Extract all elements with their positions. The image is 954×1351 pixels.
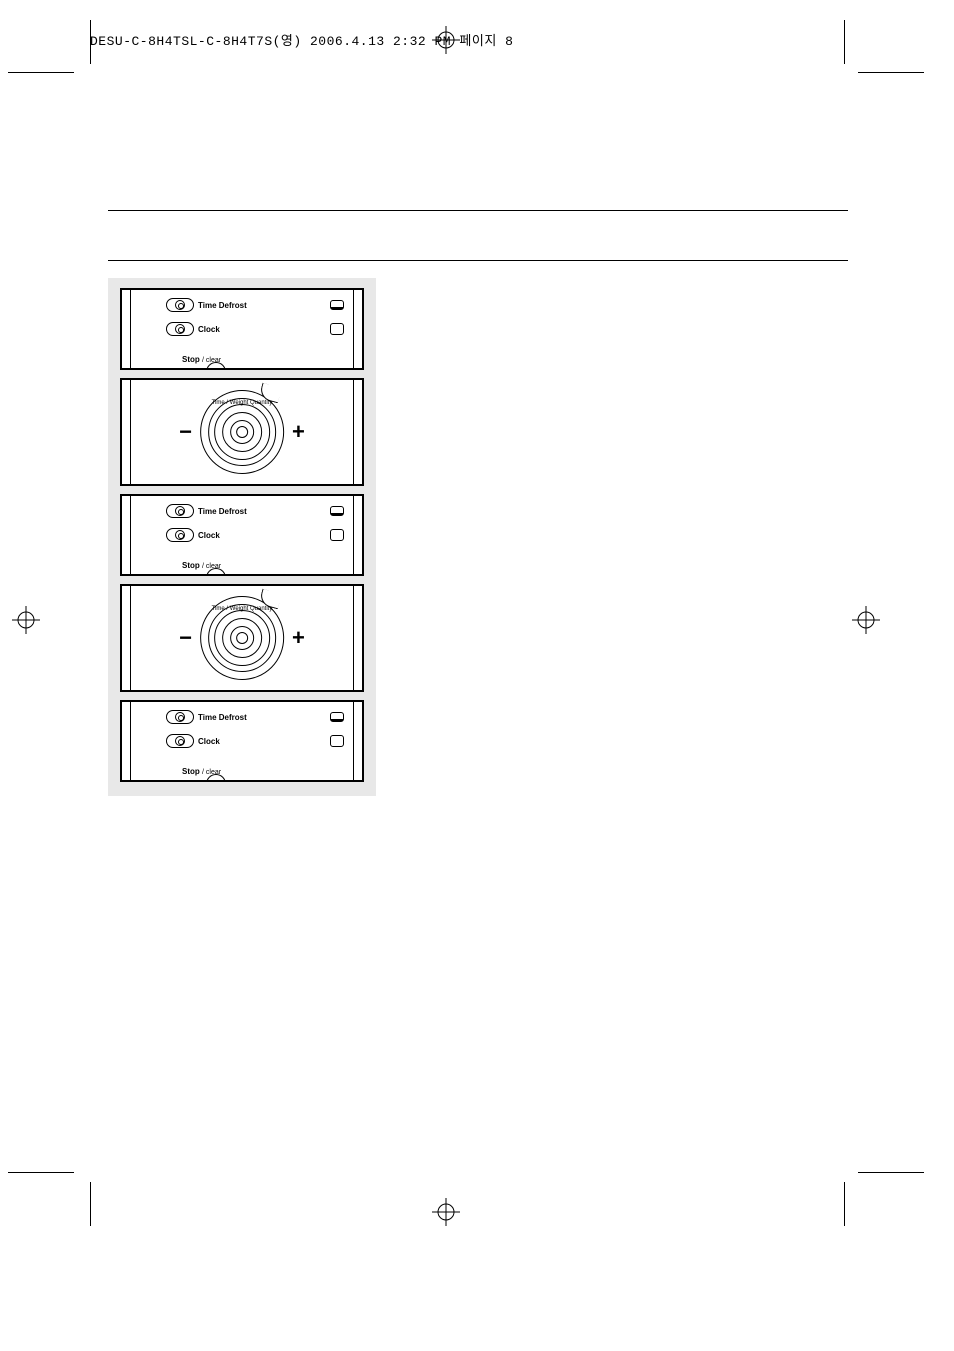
button-icon[interactable] [330,300,344,310]
rule [108,210,848,211]
row-clock: Clock [166,734,344,748]
dial[interactable]: Time / Weight Quantity [200,596,284,680]
button-icon[interactable] [330,712,344,722]
button-icon[interactable] [330,529,344,541]
minus-icon[interactable]: − [179,627,192,649]
crop-mark [844,1182,845,1226]
crop-mark [858,72,924,73]
control-panel: Time Defrost Clock Stop / clear Start / [120,700,364,782]
spiral-icon [166,528,194,542]
instruction-panels: Time Defrost Clock Stop / clear Start / … [108,278,376,796]
row-stop-start: Stop / clear Start / [182,355,364,364]
registration-mark-bottom [432,1198,460,1226]
button-icon[interactable] [330,735,344,747]
dial-panel: − Time / Weight Quantity + [120,584,364,692]
crop-mark [90,20,91,64]
dial[interactable]: Time / Weight Quantity [200,390,284,474]
clock-label: Clock [198,325,330,334]
control-panel: Time Defrost Clock Stop / clear Start / [120,494,364,576]
time-defrost-label: Time Defrost [198,507,330,516]
registration-mark-left [12,606,40,634]
control-panel: Time Defrost Clock Stop / clear Start / [120,288,364,370]
row-clock: Clock [166,322,344,336]
dial-label: Time / Weight Quantity [212,400,273,406]
spiral-icon [166,710,194,724]
row-stop-start: Stop / clear Start / [182,561,364,570]
crop-mark [90,1182,91,1226]
crop-mark [8,72,74,73]
plus-icon[interactable]: + [292,421,305,443]
rule [108,260,848,261]
row-stop-start: Stop / clear Start / [182,767,364,776]
row-time-defrost: Time Defrost [166,298,344,312]
registration-mark-right [852,606,880,634]
row-time-defrost: Time Defrost [166,710,344,724]
crop-mark [844,20,845,64]
dial-control[interactable]: − Time / Weight Quantity + [179,390,305,474]
spiral-icon [166,298,194,312]
crop-mark [858,1172,924,1173]
dial-panel: − Time / Weight Quantity + [120,378,364,486]
row-time-defrost: Time Defrost [166,504,344,518]
minus-icon[interactable]: − [179,421,192,443]
clock-label: Clock [198,531,330,540]
spiral-icon [166,734,194,748]
registration-mark-top [432,26,460,54]
dial-label: Time / Weight Quantity [212,606,273,612]
button-icon[interactable] [330,323,344,335]
clock-label: Clock [198,737,330,746]
spiral-icon [166,322,194,336]
button-icon[interactable] [330,506,344,516]
plus-icon[interactable]: + [292,627,305,649]
time-defrost-label: Time Defrost [198,301,330,310]
row-clock: Clock [166,528,344,542]
time-defrost-label: Time Defrost [198,713,330,722]
dial-control[interactable]: − Time / Weight Quantity + [179,596,305,680]
crop-mark [8,1172,74,1173]
spiral-icon [166,504,194,518]
